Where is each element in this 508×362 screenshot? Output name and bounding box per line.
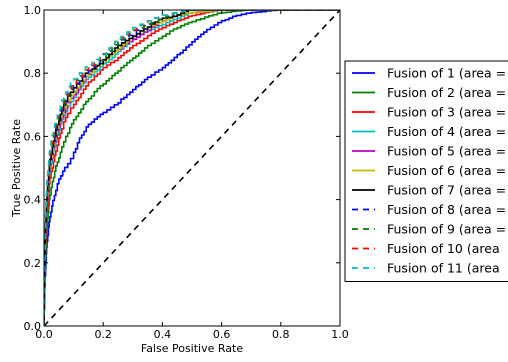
legend-label-series-9: Fusion of 9 (area = [387, 222, 506, 237]
y-tick-label: 0.0 [24, 320, 42, 333]
y-axis-label: True Positive Rate [10, 119, 23, 218]
roc-curve-series-11 [44, 10, 340, 326]
legend-label-series-5: Fusion of 5 (area = [387, 144, 506, 159]
x-tick-label: 1.0 [331, 328, 349, 341]
legend: Fusion of 1 (area = Fusion of 2 (area = Fu… [344, 60, 508, 282]
legend-label-series-2: Fusion of 2 (area = [387, 85, 506, 100]
x-tick-label: 0.6 [213, 328, 231, 341]
legend-label-series-8: Fusion of 8 (area = [387, 202, 506, 217]
roc-curve-series-2 [44, 10, 340, 326]
y-tick-label: 0.8 [24, 67, 42, 80]
legend-label-series-10: Fusion of 10 (area [387, 241, 500, 256]
legend-label-series-11: Fusion of 11 (area [387, 261, 500, 276]
x-tick-label: 0.8 [272, 328, 290, 341]
x-tick-label: 0.0 [35, 328, 53, 341]
x-axis-label: False Positive Rate [141, 342, 243, 355]
legend-label-series-1: Fusion of 1 (area = [387, 66, 506, 81]
reference-diagonal-line [44, 10, 340, 326]
x-tick-label: 0.4 [154, 328, 172, 341]
axes: 0.0 0.2 0.4 0.6 0.8 1.0 0.0 0.2 0.4 0.6 0.8 1.0 Fals… [10, 4, 349, 355]
roc-curve-series-1 [44, 10, 340, 326]
x-tick-label: 0.2 [94, 328, 112, 341]
plot-frame [43, 9, 341, 327]
y-tick-label: 1.0 [24, 4, 42, 17]
y-tick-label: 0.2 [24, 257, 42, 270]
legend-label-series-7: Fusion of 7 (area = [387, 183, 506, 198]
legend-label-series-3: Fusion of 3 (area = [387, 105, 506, 120]
legend-label-series-6: Fusion of 6 (area = [387, 163, 506, 178]
y-tick-label: 0.6 [24, 130, 42, 143]
legend-label-series-4: Fusion of 4 (area = [387, 124, 506, 139]
plot-area [44, 10, 340, 326]
y-tick-label: 0.4 [24, 194, 42, 207]
